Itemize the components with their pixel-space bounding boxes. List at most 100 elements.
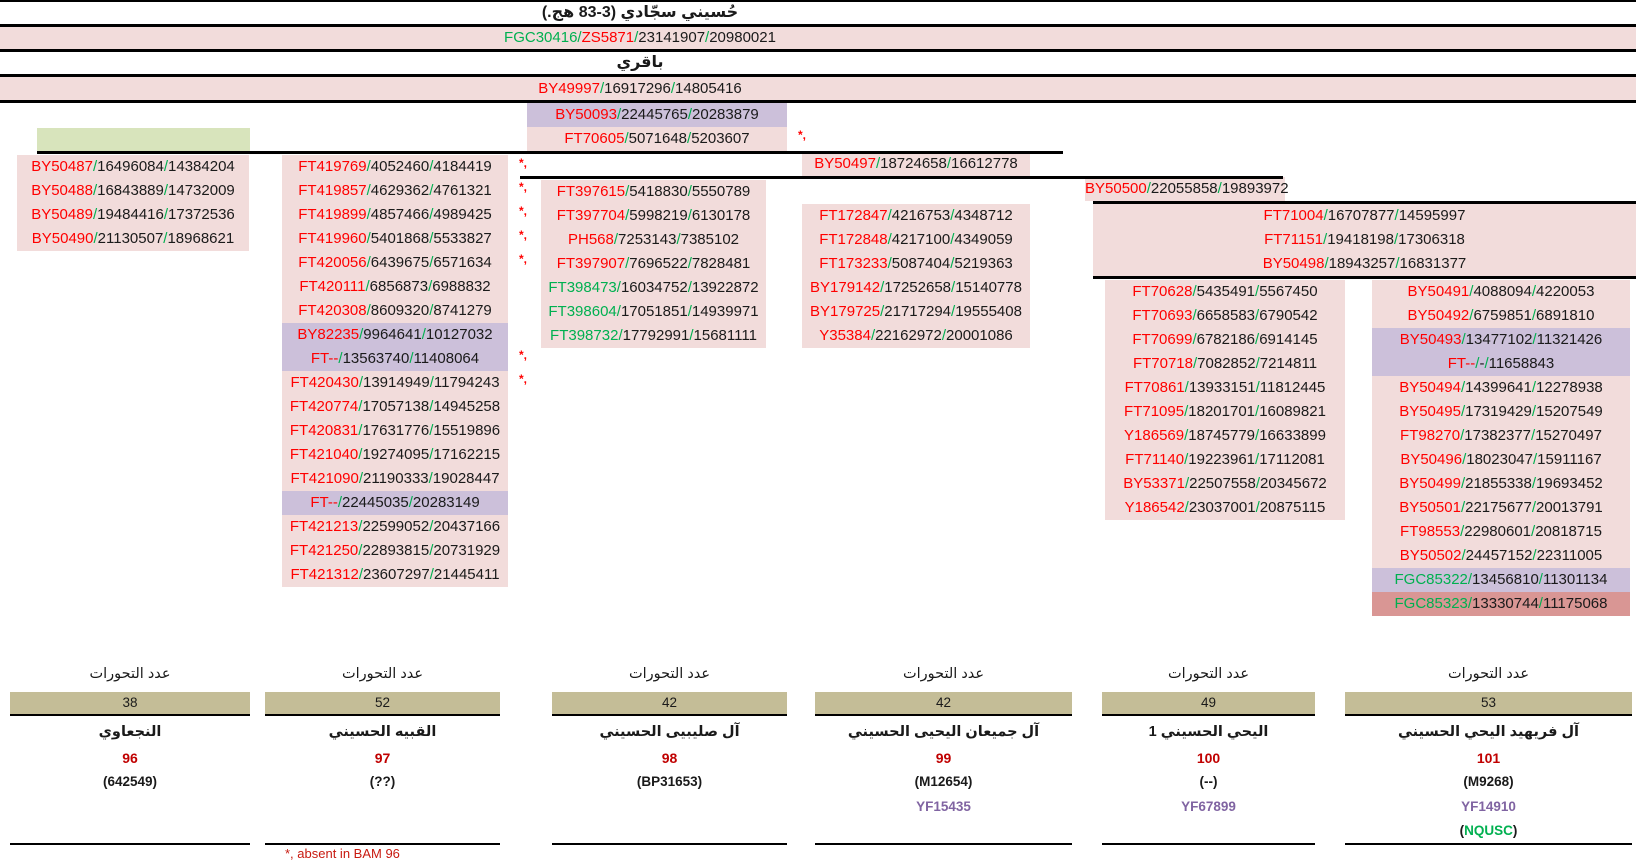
snp-name: FGC85322 — [1394, 571, 1468, 588]
snp-name: FT420430 — [290, 374, 359, 391]
position-value: 14595997 — [1398, 207, 1466, 224]
snp-name: FT71095 — [1124, 403, 1185, 420]
position-value: 21855338 — [1465, 475, 1532, 492]
position-value: 5567450 — [1259, 283, 1318, 300]
separator: / — [1193, 355, 1198, 372]
snp-row-by50496: BY50496/18023047/15911167 — [1372, 448, 1630, 472]
separator: / — [1184, 499, 1189, 516]
kit-id: (642549) — [102, 774, 158, 789]
position-value: 17792991 — [622, 327, 690, 344]
position-value: 17162215 — [433, 446, 501, 463]
position-value: 16633899 — [1259, 427, 1326, 444]
separator: / — [1324, 255, 1329, 272]
clan-name: القبيه الحسيني — [328, 724, 437, 740]
position-value: 20818715 — [1535, 523, 1602, 540]
separator: / — [670, 80, 676, 97]
separator: / — [616, 279, 621, 296]
position-value: 20001086 — [946, 327, 1013, 344]
position-value: 16612778 — [951, 155, 1018, 172]
position-value: 21190333 — [363, 470, 429, 487]
position-value: 19484416 — [97, 206, 164, 223]
separator: / — [950, 207, 955, 224]
position-value: 19028447 — [432, 470, 500, 487]
position-value: 16917296 — [604, 80, 671, 97]
snp-name: BY50491 — [1407, 283, 1470, 300]
position-value: 8741279 — [433, 302, 492, 319]
position-value: 11301134 — [1542, 571, 1608, 588]
divider-line — [0, 24, 1636, 27]
snp-row-ft98553: FT98553/22980601/20818715 — [1372, 520, 1630, 544]
asterisk-mark: *, — [518, 228, 527, 242]
separator: / — [687, 207, 692, 224]
snp-row-ft420831: FT420831/17631776/15519896 — [282, 419, 508, 443]
snp-row-ft421090: FT421090/21190333/19028447 — [282, 467, 508, 491]
separator: / — [358, 398, 363, 415]
snp-row-ft398732: FT398732/17792991/15681111 — [541, 324, 766, 348]
summary-block-3: عدد التحورات 42 آل صليبيى الحسيني 98 (BP3165… — [552, 660, 787, 864]
separator: / — [1531, 307, 1537, 324]
kit-id: (BP31653) — [636, 774, 703, 789]
snp-row-ft70861: FT70861/13933151/11812445 — [1105, 376, 1345, 400]
snp-name: FT421090 — [290, 470, 359, 487]
snp-name: BY50093 — [555, 106, 617, 123]
divider-line — [0, 0, 1636, 2]
summary-block-4: عدد التحورات 42 آل جميعان اليحيى الحسيني 99… — [815, 660, 1072, 864]
divider-line — [520, 176, 1283, 179]
snp-name: BY50489 — [31, 206, 93, 223]
snp-row-ft71151: FT71151/19418198/17306318 — [1093, 228, 1636, 252]
snp-name: BY50492 — [1407, 307, 1470, 324]
position-value: 4217100 — [891, 231, 951, 248]
position-value: 15911167 — [1537, 451, 1602, 468]
snp-row-by50501: BY50501/22175677/20013791 — [1372, 496, 1630, 520]
position-value: 4216753 — [891, 207, 951, 224]
snp-row-ft420308: FT420308/8609320/8741279 — [282, 299, 508, 323]
snp-name: FT419857 — [298, 182, 367, 199]
position-value: 19693452 — [1536, 475, 1603, 492]
position-value: 6439675 — [370, 254, 430, 271]
sample-index: 97 — [374, 750, 391, 766]
baqari-snp-row: BY49997/16917296/14805416 — [0, 77, 1280, 100]
snp-name: FT71004 — [1263, 207, 1324, 224]
snp-name: BY50501 — [1399, 499, 1461, 516]
separator: / — [366, 158, 371, 175]
position-value: 20731929 — [433, 542, 501, 559]
position-value: 22162972 — [875, 327, 942, 344]
mutation-count-value: 42 — [815, 692, 1072, 716]
divider-line — [0, 49, 1636, 52]
separator: / — [429, 542, 434, 559]
highlight-green-box — [37, 128, 250, 151]
position-value: 11812445 — [1259, 379, 1326, 396]
divider-line — [37, 151, 1063, 154]
snp-row-ft420056: FT420056/6439675/6571634 *, — [282, 251, 527, 275]
separator: / — [429, 206, 434, 223]
separator: / — [951, 303, 956, 320]
snp-row-ft70628: FT70628/5435491/5567450 — [1105, 280, 1345, 304]
asterisk-mark: *, — [518, 204, 527, 218]
separator: / — [429, 182, 434, 199]
snp-name: BY53371 — [1123, 475, 1185, 492]
position-value: 14939971 — [691, 303, 759, 320]
mutation-count-label: عدد التحورات — [902, 666, 985, 682]
summary-block-2: عدد التحورات 52 القبيه الحسيني 97 (??) — [265, 660, 500, 864]
position-value: 5435491 — [1196, 283, 1256, 300]
position-value: 6891810 — [1536, 307, 1595, 324]
separator: / — [1538, 595, 1543, 612]
position-value: 20345672 — [1260, 475, 1327, 492]
snp-row-by82235: BY82235/9964641/10127032 — [282, 323, 508, 347]
separator: / — [1255, 499, 1260, 516]
separator: / — [705, 29, 710, 46]
separator: / — [163, 206, 169, 223]
mutation-count-value: 53 — [1345, 692, 1632, 716]
separator: / — [365, 278, 370, 295]
snp-row-ft421213: FT421213/22599052/20437166 — [282, 515, 508, 539]
position-value: 13933151 — [1188, 379, 1256, 396]
position-value: 18745779 — [1188, 427, 1256, 444]
separator: / — [625, 255, 630, 272]
snp-name: FT421213 — [289, 518, 359, 535]
mutation-count-label: عدد التحورات — [1167, 666, 1250, 682]
snp-name: Y186569 — [1124, 427, 1185, 444]
separator: / — [359, 326, 364, 343]
snp-row-by50499: BY50499/21855338/19693452 — [1372, 472, 1630, 496]
asterisk-mark: *, — [518, 180, 527, 194]
snp-row-ft173233: FT173233/5087404/5219363 — [802, 252, 1030, 276]
